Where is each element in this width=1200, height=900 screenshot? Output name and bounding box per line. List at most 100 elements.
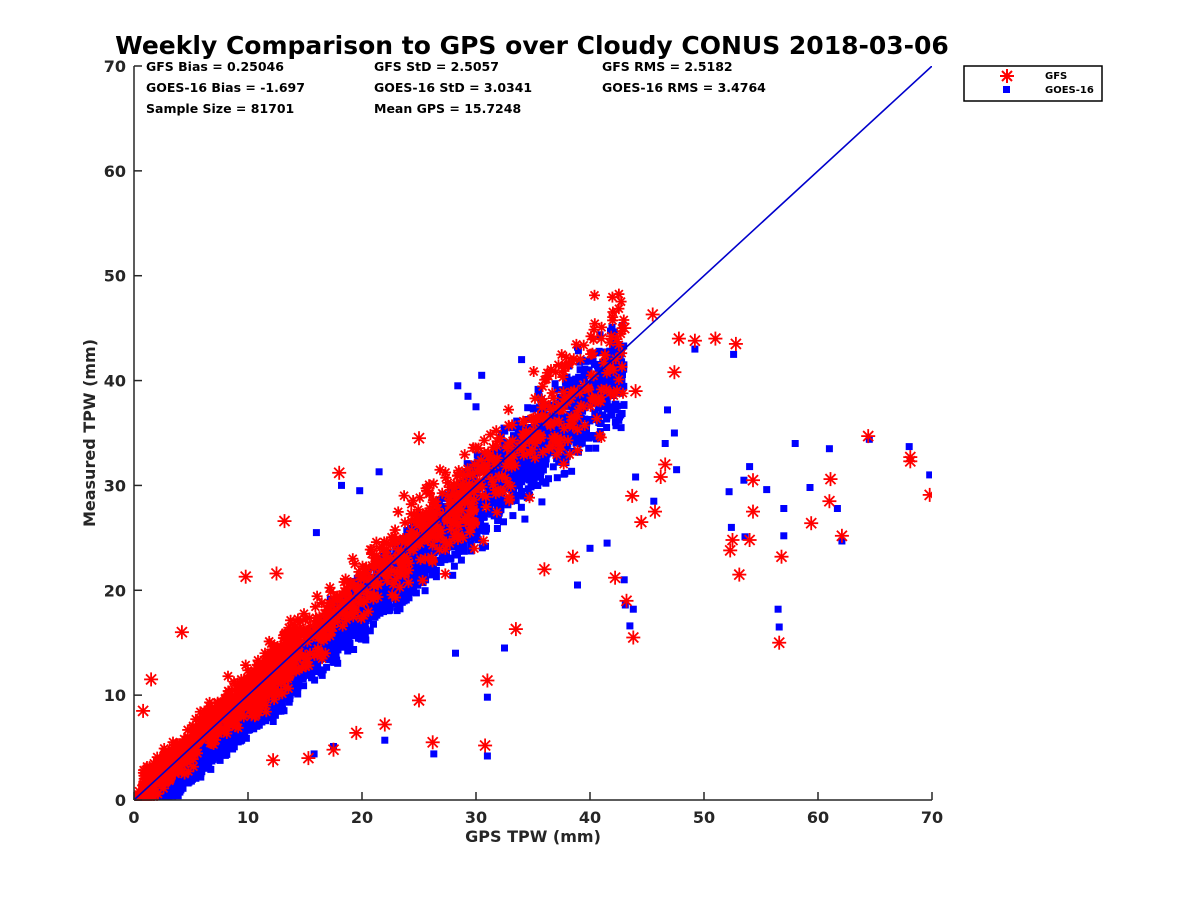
goes16-point bbox=[350, 646, 358, 653]
goes16-point bbox=[203, 760, 210, 767]
goes16-point bbox=[593, 362, 601, 370]
goes16-point bbox=[620, 342, 628, 350]
goes16-point bbox=[344, 639, 352, 647]
goes16-point bbox=[589, 379, 597, 387]
goes16-point bbox=[510, 432, 517, 440]
goes16-point bbox=[443, 531, 451, 539]
goes16-point bbox=[488, 510, 496, 518]
goes16-point bbox=[208, 757, 216, 765]
goes16-point bbox=[539, 478, 547, 486]
goes16-point bbox=[408, 581, 416, 588]
goes16-point bbox=[581, 365, 589, 373]
goes16-point bbox=[338, 631, 346, 639]
goes16-point bbox=[479, 452, 487, 460]
goes16-point bbox=[519, 469, 527, 477]
goes16-point bbox=[594, 412, 602, 420]
goes16-point bbox=[613, 358, 621, 366]
goes16-point bbox=[370, 620, 377, 628]
chart-title: Weekly Comparison to GPS over Cloudy CON… bbox=[115, 31, 949, 60]
goes16-point bbox=[193, 765, 201, 773]
goes16-point bbox=[393, 607, 401, 615]
goes16-point bbox=[455, 547, 463, 555]
goes16-point bbox=[344, 619, 352, 627]
goes16-point bbox=[585, 434, 593, 442]
goes16-point bbox=[383, 594, 391, 602]
goes16-point bbox=[428, 571, 436, 579]
goes16-point bbox=[453, 541, 461, 549]
goes16-point bbox=[555, 427, 562, 435]
goes16-point bbox=[447, 554, 455, 562]
goes16-point bbox=[335, 621, 343, 629]
goes16-point bbox=[599, 411, 606, 419]
goes16-point bbox=[574, 343, 581, 351]
goes16-point bbox=[325, 648, 333, 656]
goes16-point bbox=[366, 627, 374, 635]
goes16-point bbox=[345, 643, 353, 651]
goes16-point bbox=[429, 566, 437, 574]
goes16-point bbox=[481, 499, 489, 507]
goes16-point bbox=[440, 494, 448, 502]
goes16-point bbox=[596, 331, 604, 339]
goes16-point bbox=[572, 375, 580, 383]
goes16-point bbox=[620, 382, 628, 390]
goes16-point bbox=[286, 690, 294, 698]
goes16-point bbox=[595, 347, 603, 355]
goes16-point bbox=[555, 458, 563, 466]
goes16-point bbox=[213, 742, 221, 750]
goes16-point bbox=[358, 606, 365, 614]
goes16-point bbox=[551, 380, 559, 388]
goes16-point bbox=[519, 464, 526, 472]
goes16-point bbox=[271, 711, 279, 719]
goes16-point bbox=[607, 383, 615, 391]
goes16-point bbox=[207, 765, 215, 773]
goes16-point bbox=[170, 791, 178, 799]
goes16-point bbox=[496, 477, 504, 485]
goes16-point bbox=[436, 557, 444, 565]
goes16-point bbox=[510, 488, 518, 495]
goes16-point bbox=[595, 419, 603, 426]
goes16-point bbox=[539, 466, 547, 474]
goes16-point bbox=[362, 636, 370, 644]
goes16-point bbox=[389, 560, 397, 568]
goes16-point bbox=[563, 444, 571, 451]
goes16-point bbox=[344, 647, 352, 655]
goes16-point bbox=[608, 375, 616, 383]
goes16-point bbox=[488, 498, 496, 506]
goes16-point bbox=[613, 402, 621, 410]
goes16-point bbox=[513, 417, 521, 425]
goes16-point bbox=[516, 482, 524, 490]
goes16-point bbox=[337, 638, 345, 645]
goes16-point bbox=[408, 588, 415, 596]
goes16-point bbox=[601, 403, 609, 411]
goes16-point bbox=[549, 426, 557, 434]
goes16-point bbox=[426, 547, 434, 555]
goes16-point bbox=[543, 439, 551, 447]
goes16-point bbox=[412, 573, 420, 581]
goes16-point bbox=[491, 495, 498, 502]
goes16-point bbox=[538, 498, 546, 506]
goes16-point bbox=[478, 526, 486, 534]
goes16-point bbox=[449, 571, 457, 579]
goes16-point bbox=[558, 453, 566, 461]
goes16-point bbox=[514, 457, 522, 464]
goes16-point bbox=[461, 475, 469, 483]
goes16-point bbox=[585, 366, 593, 374]
goes16-point bbox=[311, 666, 319, 674]
goes16-point bbox=[278, 699, 286, 707]
goes16-point bbox=[575, 439, 583, 446]
goes16-point bbox=[527, 455, 535, 463]
goes16-point bbox=[592, 444, 600, 452]
goes16-point bbox=[527, 483, 535, 491]
goes16-point bbox=[608, 323, 616, 331]
goes16-point bbox=[512, 467, 520, 475]
goes16-point bbox=[459, 541, 466, 549]
goes16-point bbox=[294, 690, 302, 698]
goes16-point bbox=[225, 737, 233, 745]
goes16-point bbox=[534, 385, 542, 393]
goes16-point bbox=[375, 608, 383, 616]
goes16-point bbox=[514, 429, 522, 437]
goes16-point bbox=[269, 718, 277, 725]
goes16-point bbox=[619, 369, 626, 377]
goes16-point bbox=[523, 461, 531, 469]
goes16-point bbox=[509, 512, 517, 520]
